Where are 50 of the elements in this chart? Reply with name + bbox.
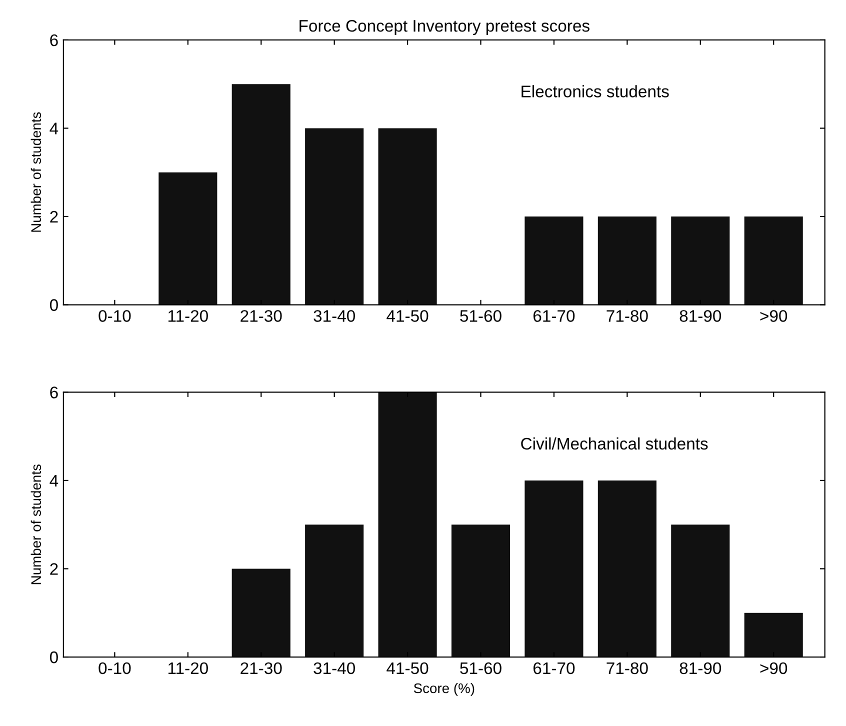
x-tick-label: 11-20 <box>168 662 208 674</box>
x-tick-label: 61-70 <box>534 662 575 674</box>
bar <box>378 392 437 658</box>
x-tick-label: 0-10 <box>98 662 131 674</box>
y-axis-title: Number of students <box>30 464 42 584</box>
bar <box>524 216 584 305</box>
y-tick-label: 6 <box>50 34 58 46</box>
chart-title: Force Concept Inventory pretest scores <box>300 20 590 36</box>
annotation: Electronics students <box>522 85 669 98</box>
x-tick-label: 31-40 <box>314 662 355 674</box>
bar <box>232 568 290 658</box>
x-tick-label: 51-60 <box>460 662 502 674</box>
x-axis-title: Score (%) <box>414 682 474 696</box>
x-tick-label: 41-50 <box>386 662 428 674</box>
bar <box>305 524 364 658</box>
x-tick-label: 21-30 <box>240 310 282 322</box>
bar <box>744 216 803 305</box>
y-tick-label: 0 <box>50 299 58 311</box>
y-axis-title: Number of students <box>30 112 42 232</box>
bar <box>671 524 730 658</box>
x-tick-label: 51-60 <box>460 310 502 322</box>
bar <box>232 84 290 305</box>
x-tick-label: >90 <box>760 662 788 674</box>
x-tick-label: 11-20 <box>168 310 208 322</box>
bar <box>451 524 510 658</box>
bar <box>158 172 218 305</box>
x-tick-label: 81-90 <box>680 662 722 674</box>
x-tick-label: 31-40 <box>314 310 355 322</box>
x-tick-label: >90 <box>760 310 788 322</box>
x-tick-label: 61-70 <box>534 310 575 322</box>
y-tick-label: 6 <box>50 386 58 398</box>
bar <box>598 216 656 305</box>
x-tick-label: 21-30 <box>240 662 282 674</box>
x-tick-label: 71-80 <box>606 662 648 674</box>
annotation: Civil/Mechanical students <box>521 437 708 450</box>
bar <box>744 612 803 658</box>
x-tick-label: 41-50 <box>386 310 428 322</box>
y-tick-label: 2 <box>50 563 58 575</box>
bar <box>671 216 730 305</box>
y-tick-label: 4 <box>50 475 58 487</box>
y-tick-label: 0 <box>50 651 58 664</box>
y-tick-label: 2 <box>50 210 58 223</box>
bar <box>378 128 437 305</box>
y-tick-label: 4 <box>50 122 58 134</box>
bar <box>524 480 584 658</box>
x-tick-label: 71-80 <box>606 310 648 322</box>
x-tick-label: 81-90 <box>680 310 722 322</box>
bar <box>598 480 656 658</box>
x-tick-label: 0-10 <box>98 310 131 322</box>
bar <box>305 128 364 305</box>
